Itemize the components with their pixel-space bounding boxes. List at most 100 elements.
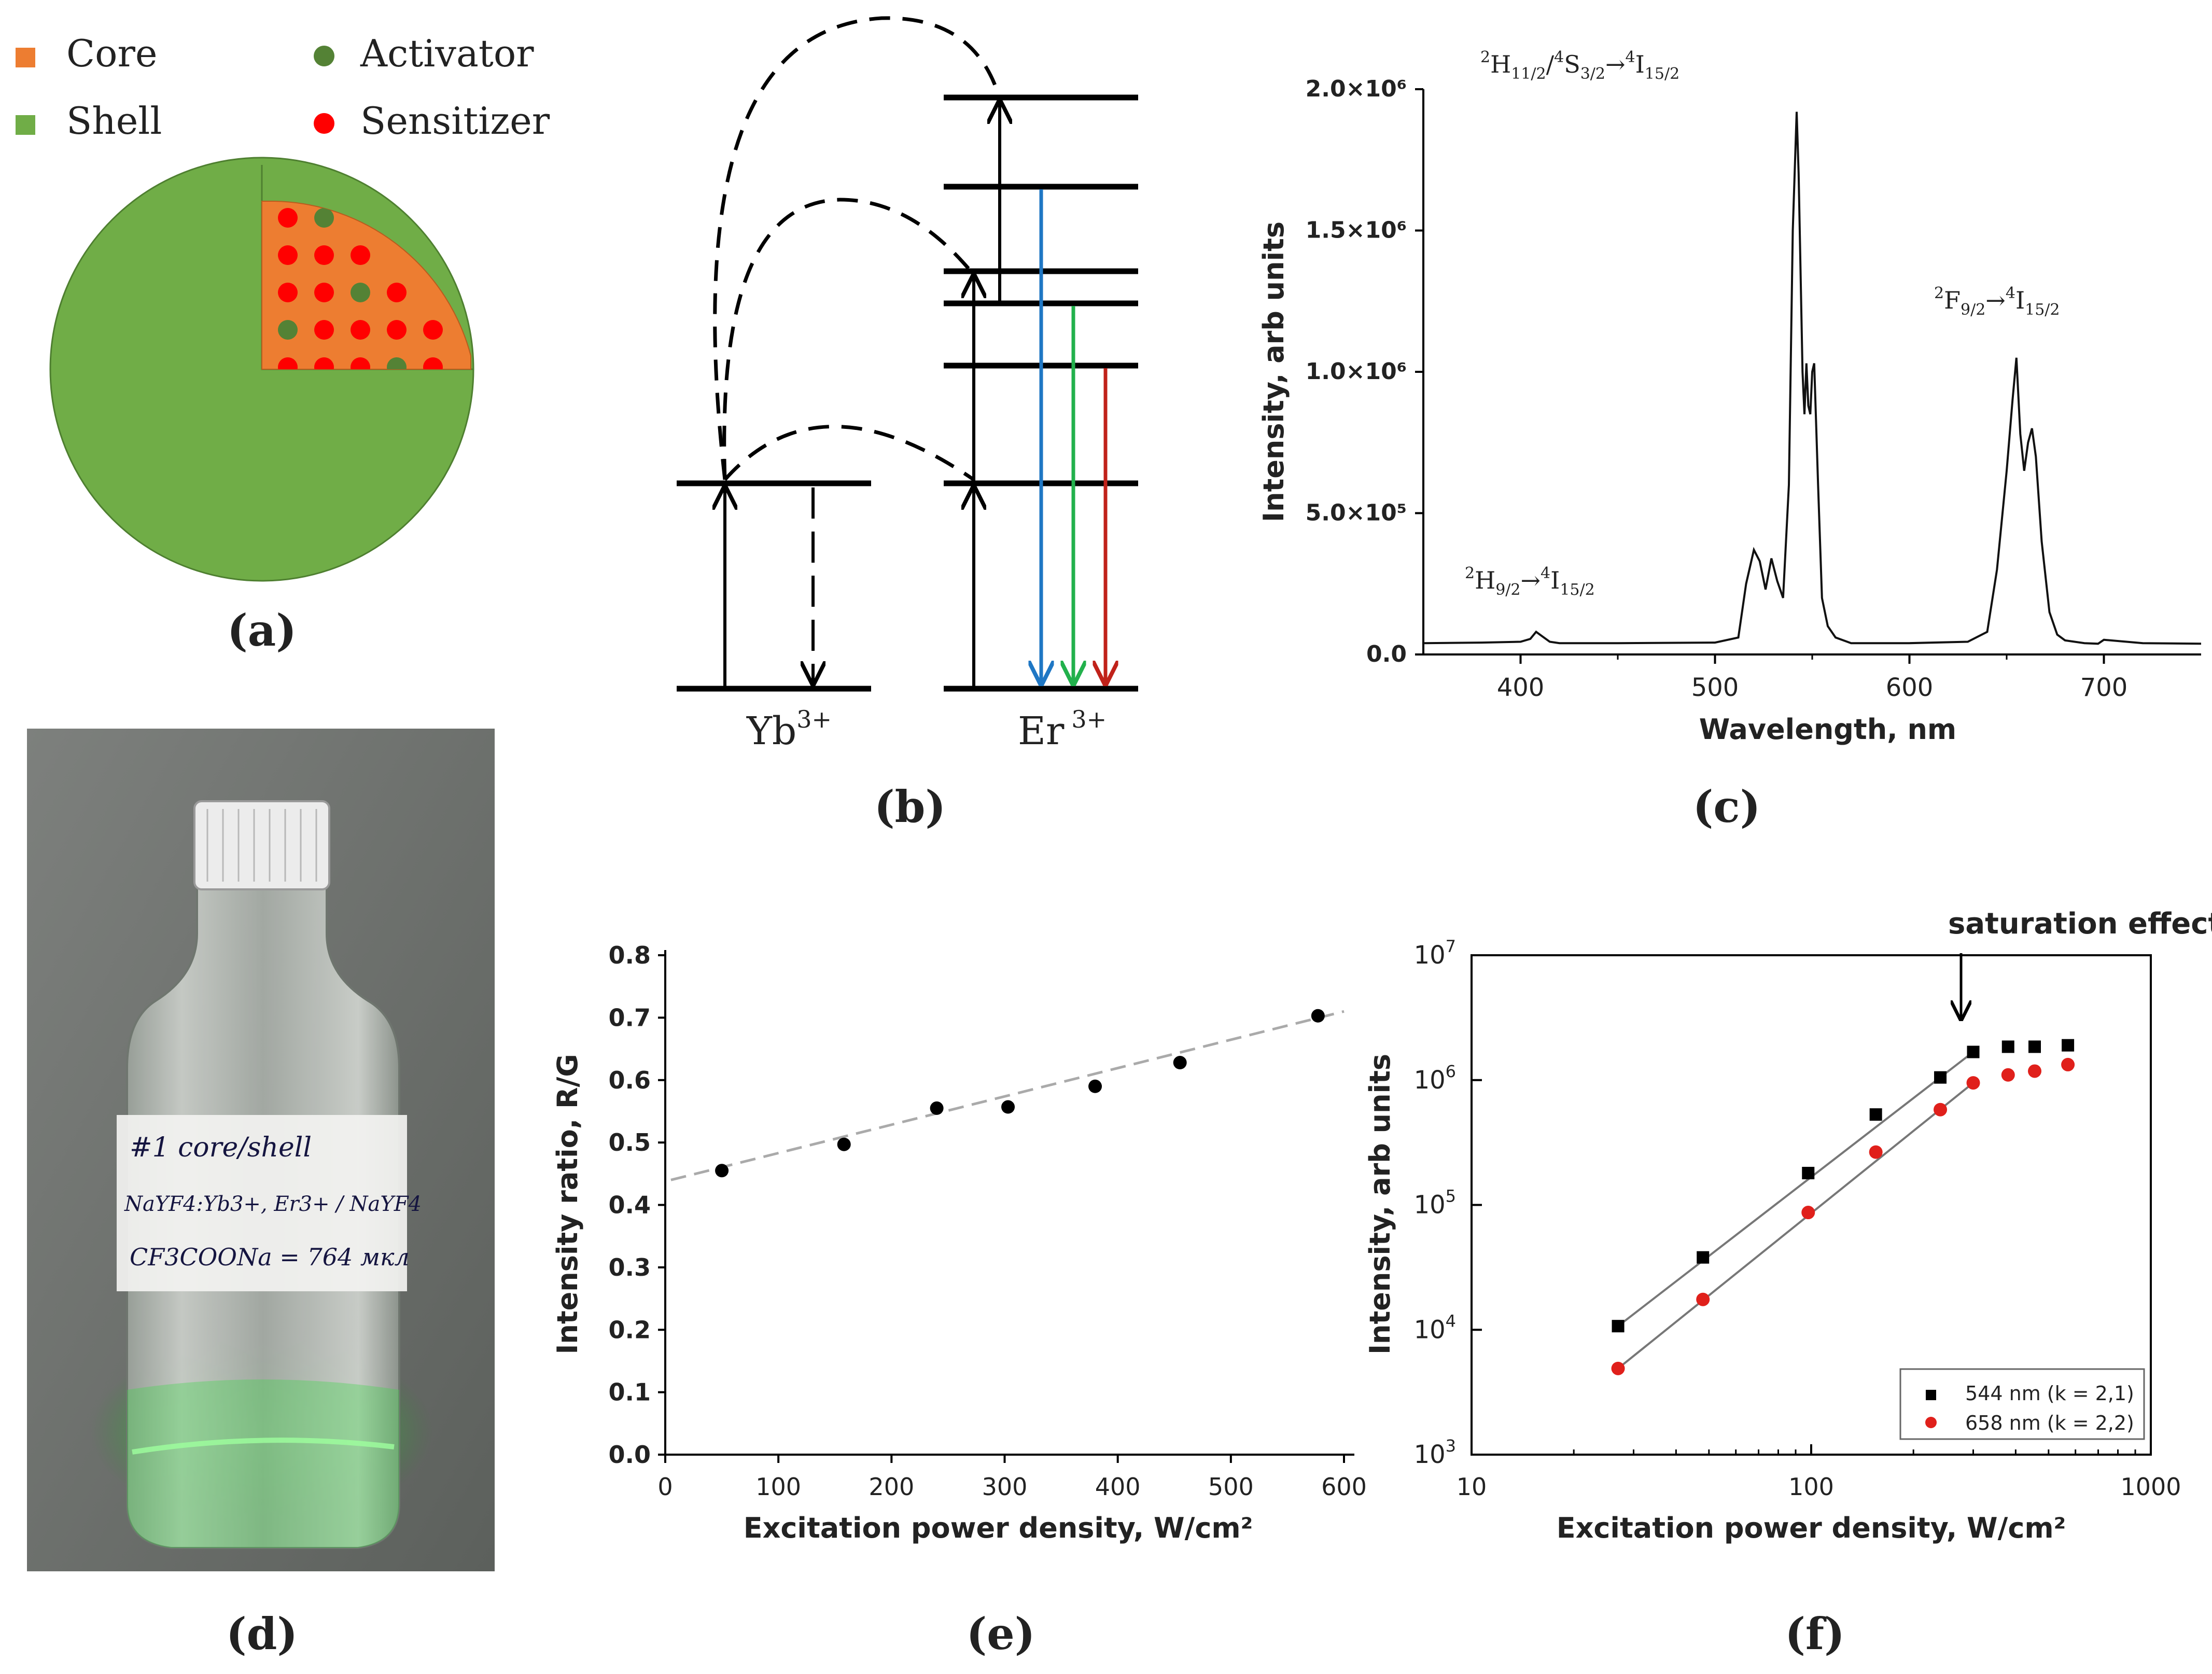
ann-g-9: 4 bbox=[1626, 48, 1635, 66]
bottle-cap bbox=[193, 800, 330, 890]
legend-544-label: 544 nm (k = 2,1) bbox=[1965, 1382, 2134, 1405]
e-x-tick-label-2: 200 bbox=[869, 1473, 914, 1501]
panel-label-d: (d) bbox=[226, 1608, 298, 1659]
e-point-2 bbox=[930, 1101, 944, 1115]
e-x-tick-label-6: 600 bbox=[1321, 1473, 1367, 1501]
legend-shell-label: Shell bbox=[66, 99, 162, 143]
ann-g-4: / bbox=[1546, 50, 1555, 78]
f-legend-box bbox=[1899, 1368, 2145, 1440]
e-x-tick-label-4: 400 bbox=[1095, 1473, 1141, 1501]
f-points bbox=[1611, 1039, 2075, 1375]
sensitizer-dot-13 bbox=[423, 320, 443, 340]
bottle-label-line-3: CF3COONa = 764 мкл bbox=[130, 1243, 410, 1271]
legend-core: Core bbox=[16, 32, 157, 75]
f-544-point-8 bbox=[2062, 1039, 2075, 1052]
e-points bbox=[715, 1009, 1325, 1178]
ann-r-3: 9/2 bbox=[1961, 301, 1985, 319]
annotation-blue-transition: 2H9/2→4I15/2 bbox=[1465, 564, 1595, 599]
f-fit-line-1 bbox=[1617, 1082, 1974, 1370]
panel-label-b: (b) bbox=[874, 781, 946, 832]
ann-g-8: → bbox=[1605, 50, 1626, 78]
c-y-tick-label-3: 1.5×10⁶ bbox=[1306, 217, 1407, 244]
f-y-tick-base-1: 10 bbox=[1414, 1315, 1446, 1344]
er-symbol: Er bbox=[1018, 709, 1065, 754]
e-x-tick-label-5: 500 bbox=[1208, 1473, 1254, 1501]
f-y-tick-base-4: 10 bbox=[1414, 941, 1446, 970]
annotation-red-transition: 2F9/2→4I15/2 bbox=[1934, 284, 2060, 319]
ann-g-6: S bbox=[1564, 50, 1580, 78]
e-y-tick-label-6: 0.6 bbox=[609, 1066, 651, 1094]
f-x-tick-label-0: 10 bbox=[1457, 1473, 1487, 1501]
f-y-tick-label-2: 105 bbox=[1414, 1187, 1456, 1220]
e-point-0 bbox=[715, 1164, 729, 1178]
legend-activator: Activator bbox=[314, 32, 534, 75]
core-dots bbox=[278, 208, 443, 369]
f-544-point-7 bbox=[2028, 1040, 2041, 1053]
f-658-point-6 bbox=[2001, 1068, 2015, 1082]
sensitizer-dot-2 bbox=[278, 245, 298, 265]
e-point-1 bbox=[837, 1137, 851, 1151]
c-y-axis-label: Intensity, arb units bbox=[1257, 221, 1290, 522]
sensitizer-dot-12 bbox=[387, 320, 407, 340]
sensitizer-dot-6 bbox=[314, 283, 334, 302]
ann-g-11: 15/2 bbox=[1645, 65, 1679, 83]
yb-charge: 3+ bbox=[796, 705, 832, 733]
spectrum-line bbox=[1423, 111, 2202, 645]
ann-r-1: 2 bbox=[1934, 284, 1944, 302]
bottle-label bbox=[117, 1115, 407, 1291]
shell-swatch-icon bbox=[16, 115, 35, 135]
e-point-5 bbox=[1173, 1056, 1187, 1070]
bottle-label-line-1: #1 core/shell bbox=[130, 1132, 312, 1163]
f-y-axis-label: Intensity, arb units bbox=[1364, 1054, 1396, 1355]
sensitizer-dot-11 bbox=[351, 320, 370, 340]
ann-g-1: 2 bbox=[1480, 48, 1490, 66]
e-y-axis-label: Intensity ratio, R/G bbox=[551, 1054, 584, 1354]
panel-c: 400 500 600 700 0.0 5.0×10⁵ 1.0×10⁶ 1.5×10⁶ 2.0×… bbox=[1257, 48, 2202, 832]
f-544-point-5 bbox=[1967, 1045, 1980, 1058]
f-x-axis-label: Excitation power density, W/cm² bbox=[1557, 1512, 2066, 1544]
e-y-tick-label-3: 0.3 bbox=[609, 1253, 651, 1281]
f-544-point-3 bbox=[1869, 1108, 1882, 1121]
e-x-tick-label-1: 100 bbox=[755, 1473, 801, 1501]
sensitizer-dot-14 bbox=[278, 357, 298, 369]
ann-r-2: F bbox=[1944, 286, 1961, 314]
ann-g-7: 3/2 bbox=[1580, 65, 1605, 83]
ann-b-5: 4 bbox=[1541, 564, 1550, 582]
cap-ridges bbox=[206, 809, 317, 882]
f-658-point-8 bbox=[2061, 1057, 2075, 1071]
legend-658-label: 658 nm (k = 2,2) bbox=[1965, 1412, 2134, 1434]
legend-circle-icon bbox=[1925, 1417, 1937, 1428]
ann-g-5: 4 bbox=[1554, 48, 1564, 66]
f-legend: 544 nm (k = 2,1) 658 nm (k = 2,2) bbox=[1899, 1368, 2145, 1440]
bottle-label-line-2: NaYF4:Yb3+, Er3+ / NaYF4 bbox=[124, 1192, 422, 1216]
energy-transfer-3 bbox=[713, 16, 1002, 480]
e-x-axis-label: Excitation power density, W/cm² bbox=[744, 1512, 1253, 1544]
f-544-point-6 bbox=[2001, 1040, 2014, 1053]
panel-label-a: (a) bbox=[227, 605, 297, 656]
e-y-tick-label-1: 0.1 bbox=[609, 1378, 651, 1406]
e-axes: 0 100 200 300 400 500 600 0.0 0.1 0.2 0.3 0.4 0.5 0.6… bbox=[551, 941, 1367, 1544]
ann-g-3: 11/2 bbox=[1511, 65, 1546, 83]
sensitizer-dot-18 bbox=[423, 357, 443, 369]
ann-r-5: 4 bbox=[2006, 284, 2015, 302]
activator-dot-1 bbox=[314, 208, 334, 228]
f-y-tick-exp-2: 5 bbox=[1446, 1187, 1456, 1206]
activator-dot-icon bbox=[314, 46, 334, 66]
e-y-tick-label-7: 0.7 bbox=[609, 1003, 651, 1031]
f-y-tick-base-2: 10 bbox=[1414, 1191, 1446, 1220]
ann-g-10: I bbox=[1635, 50, 1645, 78]
panel-label-f: (f) bbox=[1785, 1608, 1845, 1659]
f-y-tick-label-0: 103 bbox=[1414, 1436, 1456, 1469]
c-x-tick-label-3: 700 bbox=[2080, 673, 2128, 702]
f-y-tick-label-3: 106 bbox=[1414, 1062, 1456, 1095]
activator-dot-7 bbox=[351, 283, 370, 302]
energy-transfer-1 bbox=[723, 425, 975, 481]
c-x-tick-label-0: 400 bbox=[1497, 673, 1545, 702]
f-658-point-1 bbox=[1696, 1292, 1710, 1306]
annotation-green-transition: 2H11/2/4S3/2→4I15/2 bbox=[1480, 48, 1679, 83]
c-y-tick-label-2: 1.0×10⁶ bbox=[1306, 358, 1407, 385]
panel-label-c: (c) bbox=[1693, 781, 1761, 832]
f-y-tick-label-1: 104 bbox=[1414, 1311, 1456, 1344]
